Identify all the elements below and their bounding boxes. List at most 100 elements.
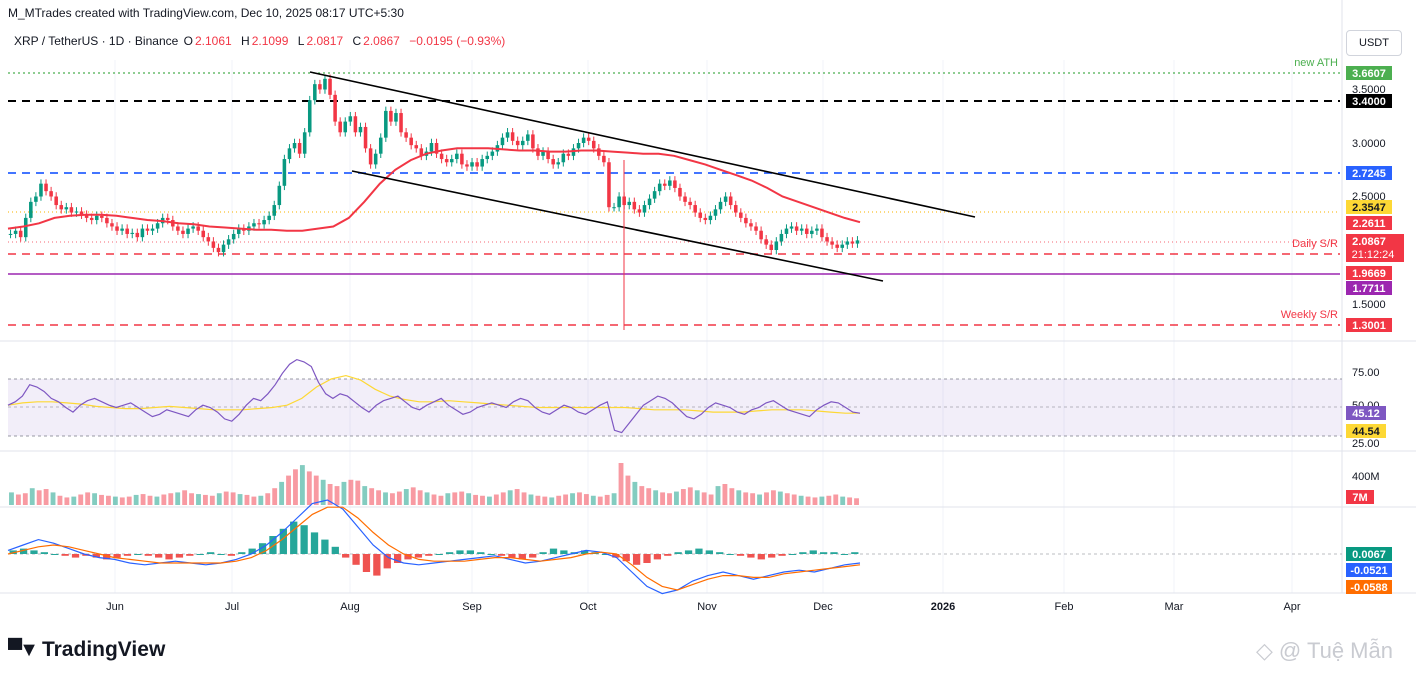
candle-body: [485, 155, 490, 160]
close-value: 2.0867: [363, 34, 400, 48]
macd-hist-bar: [165, 554, 173, 560]
candle-body: [678, 187, 682, 197]
macd-hist-bar: [103, 554, 111, 560]
candle-body: [302, 132, 307, 154]
currency-selector[interactable]: USDT: [1346, 30, 1402, 56]
volume-bar: [161, 494, 167, 505]
badge-volume: 7M: [1346, 490, 1374, 504]
volume-bar: [480, 495, 485, 505]
macd-hist-bar: [123, 554, 132, 556]
weekly-sr-annotation: Weekly S/R: [1281, 309, 1338, 321]
volume-bar: [715, 486, 721, 505]
x-tick-label: Sep: [462, 601, 482, 613]
volume-bar: [78, 494, 84, 505]
candle-body: [759, 230, 763, 240]
symbol-label[interactable]: XRP / TetherUS · 1D · Binance: [14, 34, 179, 48]
macd-hist-bar: [342, 554, 350, 558]
volume-bar: [376, 490, 382, 505]
watermark: ◇ @ Tuệ Mẫn: [1256, 638, 1393, 664]
volume-bar: [334, 486, 340, 505]
macd-hist-bar: [290, 521, 298, 554]
rsi-tick-25: 25.00: [1352, 438, 1380, 450]
volume-bar: [223, 491, 229, 505]
macd-hist-bar: [144, 554, 152, 556]
badge-signal: -0.0588: [1346, 580, 1392, 594]
volume-bar: [9, 492, 14, 505]
y-tick-3-5: 3.5000: [1352, 84, 1386, 96]
macd-hist-bar: [560, 550, 568, 554]
high-value: 2.1099: [251, 34, 289, 48]
svg-text:3.4000: 3.4000: [1352, 96, 1386, 108]
candle-body: [373, 153, 378, 165]
volume-bar: [202, 494, 208, 505]
volume-bar: [764, 492, 769, 505]
volume-bar: [486, 496, 492, 505]
candle-body: [531, 134, 535, 149]
macd-hist-bar: [362, 554, 371, 572]
volume-bar: [237, 494, 243, 505]
candle-body: [733, 205, 738, 213]
volume-bar: [556, 495, 562, 505]
volume-bar: [466, 493, 472, 505]
candle-body: [333, 94, 337, 122]
macd-hist-bar: [92, 554, 100, 558]
volume-bar: [646, 488, 652, 505]
candle-body: [196, 226, 200, 231]
macd-hist-bar: [768, 554, 776, 558]
candle-body: [216, 247, 221, 253]
volume-bar: [549, 497, 555, 505]
daily-sr-annotation: Daily S/R: [1292, 238, 1338, 250]
macd-hist-bar: [487, 554, 495, 555]
candle-body: [632, 201, 637, 210]
candle-body: [505, 132, 510, 138]
candle-body: [683, 196, 687, 202]
candle-body: [226, 239, 231, 245]
candle-body: [510, 132, 515, 141]
volume-bar: [431, 494, 437, 505]
candle-body: [804, 228, 809, 234]
volume-bar: [341, 481, 347, 505]
volume-bar: [473, 494, 478, 505]
candle-body: [34, 196, 38, 202]
volume-bar: [22, 493, 28, 505]
macd-hist-bar: [113, 554, 121, 558]
candle-body: [74, 211, 79, 213]
candle-body: [419, 148, 424, 156]
macd-hist-bar: [331, 546, 339, 554]
badge-daily-sr: 1.9669: [1346, 266, 1392, 280]
ath-annotation: new ATH: [1294, 57, 1338, 69]
volume-bar: [299, 465, 305, 505]
candle-body: [698, 212, 703, 218]
candle-body: [29, 201, 33, 218]
ema-line: [7, 147, 861, 232]
volume-bar: [694, 490, 700, 505]
volume-series: [9, 463, 859, 505]
candle-body: [39, 183, 43, 197]
volume-bar: [452, 492, 458, 505]
candle-body: [277, 185, 282, 206]
volume-bar: [286, 475, 291, 505]
candle-body: [44, 183, 48, 192]
macd-hist-bar: [736, 554, 745, 556]
svg-text:2.0867: 2.0867: [1352, 236, 1386, 248]
svg-text:-0.0588: -0.0588: [1350, 582, 1387, 594]
candle-body: [769, 244, 774, 250]
rsi-tick-75: 75.00: [1352, 367, 1380, 379]
macd-hist-bar: [19, 548, 28, 554]
candle-body: [434, 143, 439, 154]
svg-text:1.7711: 1.7711: [1352, 283, 1385, 295]
macd-hist-bar: [383, 554, 391, 569]
volume-bar: [71, 496, 77, 505]
candle-body: [657, 183, 662, 192]
volume-bar: [85, 492, 91, 505]
volume-bar: [279, 481, 285, 505]
candle-body: [23, 217, 28, 238]
macd-hist-bar: [799, 552, 807, 554]
volume-bar: [722, 484, 728, 505]
volume-bar: [293, 469, 298, 505]
candle-body: [551, 159, 555, 165]
candle-body: [181, 230, 185, 234]
volume-bar: [251, 496, 257, 505]
tradingview-logo[interactable]: ▀▼ TradingView: [8, 638, 165, 662]
